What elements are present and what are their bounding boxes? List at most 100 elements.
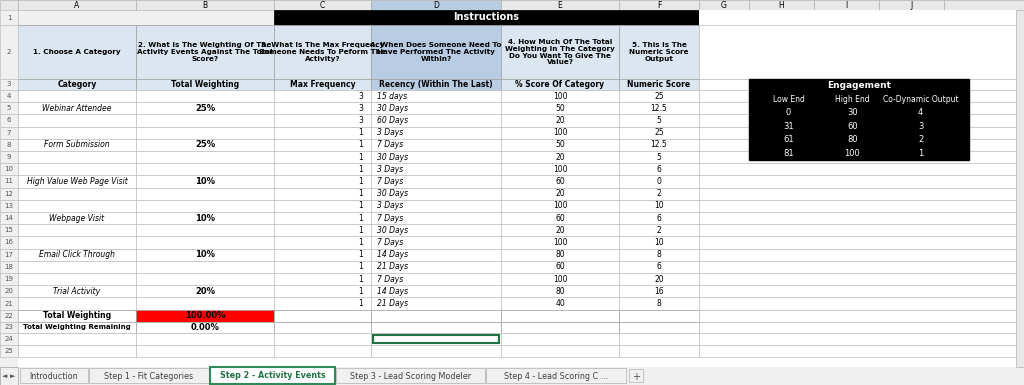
Text: 100: 100	[553, 165, 567, 174]
Bar	[274, 90, 371, 102]
Bar	[336, 368, 485, 383]
Text: Step 1 - Fit Categories: Step 1 - Fit Categories	[104, 372, 194, 381]
Text: 1: 1	[358, 299, 362, 308]
Text: C: C	[319, 0, 326, 10]
Bar	[18, 102, 136, 114]
Bar	[274, 321, 371, 333]
Bar	[618, 90, 699, 102]
Text: 100: 100	[553, 92, 567, 100]
Bar	[699, 236, 1024, 249]
Text: 3: 3	[7, 82, 11, 87]
Text: J: J	[910, 0, 912, 10]
Text: 100: 100	[845, 149, 860, 158]
Text: Low End: Low End	[773, 95, 805, 104]
Text: 3: 3	[358, 116, 362, 125]
Bar	[136, 0, 274, 10]
Bar	[18, 79, 136, 90]
Bar	[618, 25, 699, 79]
Text: Recency (Within The Last): Recency (Within The Last)	[379, 80, 493, 89]
Bar	[18, 0, 136, 10]
Bar	[879, 0, 944, 10]
Bar	[136, 333, 274, 345]
Text: 25: 25	[654, 92, 664, 100]
Bar	[136, 151, 274, 163]
Text: Instructions: Instructions	[454, 12, 519, 22]
Bar	[18, 10, 274, 25]
Text: 24: 24	[5, 336, 13, 341]
Text: G: G	[721, 0, 727, 10]
Text: 1: 1	[358, 152, 362, 162]
Bar	[618, 273, 699, 285]
Bar	[371, 114, 501, 127]
Bar	[501, 176, 618, 187]
Bar	[136, 176, 274, 187]
Bar	[699, 224, 1024, 236]
Text: 12.5: 12.5	[650, 104, 668, 113]
Bar	[274, 236, 371, 249]
Bar	[0, 333, 18, 345]
Text: ►: ►	[10, 373, 15, 379]
Text: 5: 5	[7, 105, 11, 111]
Text: 7 Days: 7 Days	[377, 177, 403, 186]
Bar	[371, 102, 501, 114]
Bar	[371, 79, 501, 90]
Bar	[0, 273, 18, 285]
Text: 1: 1	[358, 214, 362, 223]
Bar	[274, 285, 371, 297]
Bar	[501, 212, 618, 224]
Text: Numeric Score: Numeric Score	[628, 80, 690, 89]
Text: 10: 10	[654, 201, 664, 210]
Bar	[274, 187, 371, 200]
Text: 0: 0	[656, 177, 662, 186]
Text: I: I	[846, 0, 848, 10]
Text: Engagement: Engagement	[827, 81, 891, 90]
Text: 20: 20	[555, 152, 565, 162]
Bar	[136, 249, 274, 261]
Bar	[371, 236, 501, 249]
Bar	[371, 176, 501, 187]
Text: 6: 6	[7, 117, 11, 124]
Bar	[501, 273, 618, 285]
Text: 9: 9	[7, 154, 11, 160]
Bar	[274, 151, 371, 163]
Text: 1: 1	[358, 250, 362, 259]
Text: 20%: 20%	[195, 287, 215, 296]
Bar	[371, 285, 501, 297]
Bar	[1016, 10, 1024, 367]
Bar	[18, 200, 136, 212]
Bar	[699, 102, 1024, 114]
Bar	[371, 200, 501, 212]
Bar	[274, 10, 699, 25]
Bar	[618, 102, 699, 114]
Bar	[18, 212, 136, 224]
Bar	[0, 249, 18, 261]
Text: 8: 8	[656, 250, 662, 259]
Bar	[18, 151, 136, 163]
Bar	[371, 249, 501, 261]
Text: 1: 1	[358, 128, 362, 137]
Bar	[136, 200, 274, 212]
Text: 30 Days: 30 Days	[377, 226, 409, 235]
Bar	[0, 367, 18, 385]
Bar	[274, 127, 371, 139]
Text: 60 Days: 60 Days	[377, 116, 409, 125]
Text: 1: 1	[358, 226, 362, 235]
Bar	[618, 0, 699, 10]
Bar	[274, 0, 371, 10]
Text: 2: 2	[918, 135, 924, 144]
Bar	[699, 163, 1024, 176]
Bar	[0, 367, 1024, 385]
Text: 7 Days: 7 Days	[377, 141, 403, 149]
Text: Co-Dynamic Output: Co-Dynamic Output	[883, 95, 958, 104]
Bar	[371, 187, 501, 200]
Bar	[501, 90, 618, 102]
Bar	[371, 345, 501, 357]
Text: 8: 8	[656, 299, 662, 308]
Text: 1: 1	[358, 189, 362, 198]
Text: 1: 1	[358, 238, 362, 247]
Text: Step 2 - Activity Events: Step 2 - Activity Events	[220, 372, 326, 380]
Text: 7 Days: 7 Days	[377, 238, 403, 247]
Bar	[274, 310, 371, 321]
Bar	[274, 176, 371, 187]
Bar	[501, 261, 618, 273]
